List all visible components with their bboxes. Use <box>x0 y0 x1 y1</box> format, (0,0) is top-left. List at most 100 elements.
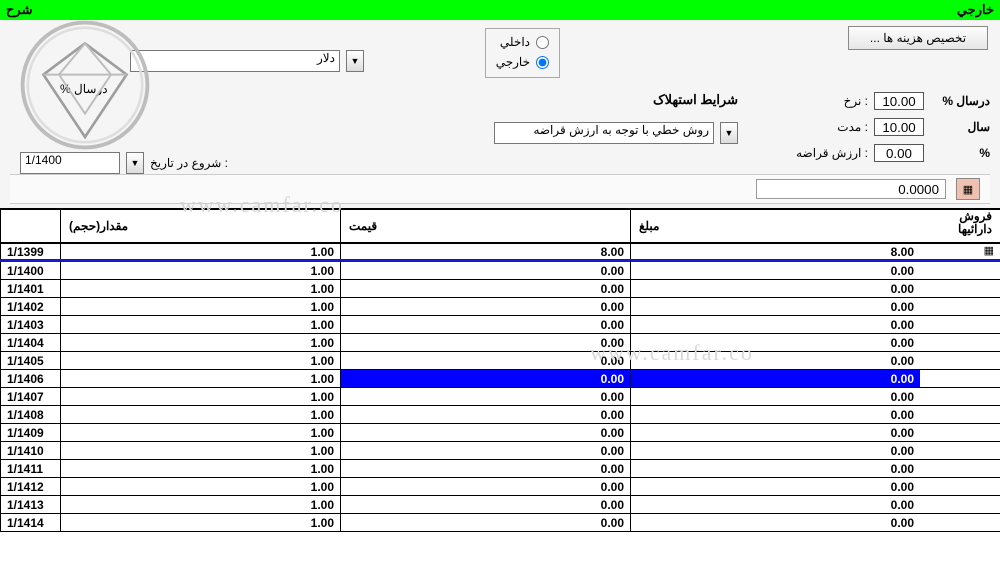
method-dropdown-btn[interactable]: ▼ <box>720 122 738 144</box>
cell[interactable]: 1/1406 <box>0 370 60 387</box>
side-cell[interactable] <box>920 352 1000 369</box>
cell[interactable]: 1/1404 <box>0 334 60 351</box>
cell[interactable]: 1.00 <box>60 424 340 441</box>
start-date-select[interactable]: 1/1400 <box>20 152 120 174</box>
cell[interactable]: 0.00 <box>340 316 630 333</box>
cell[interactable]: 0.00 <box>340 262 630 279</box>
side-cell[interactable] <box>920 406 1000 423</box>
cell[interactable]: 1.00 <box>60 478 340 495</box>
side-cell[interactable] <box>920 370 1000 387</box>
cell[interactable]: 1/1399 <box>0 244 60 259</box>
table-row[interactable]: 1/14141.000.000.00 <box>0 514 1000 532</box>
cell[interactable]: 0.00 <box>630 388 920 405</box>
cell[interactable]: 0.00 <box>340 352 630 369</box>
cell[interactable]: 0.00 <box>630 316 920 333</box>
cell[interactable]: 1.00 <box>60 442 340 459</box>
radio-domestic[interactable]: داخلي <box>496 35 549 49</box>
cell[interactable]: 1/1411 <box>0 460 60 477</box>
cell[interactable]: 1/1410 <box>0 442 60 459</box>
method-select[interactable]: روش خطي با توجه به ارزش قراضه <box>494 122 714 144</box>
rate-input[interactable] <box>874 92 924 110</box>
cell[interactable]: 0.00 <box>340 496 630 513</box>
cell[interactable]: 0.00 <box>630 424 920 441</box>
cell[interactable]: 0.00 <box>340 478 630 495</box>
table-row[interactable]: 1/14041.000.000.00 <box>0 334 1000 352</box>
cell[interactable]: 0.00 <box>340 406 630 423</box>
table-row[interactable]: 1/14071.000.000.00 <box>0 388 1000 406</box>
cell[interactable]: 0.00 <box>340 280 630 297</box>
cell[interactable]: 0.00 <box>630 352 920 369</box>
side-cell[interactable] <box>920 514 1000 531</box>
side-cell[interactable] <box>920 262 1000 279</box>
cell[interactable]: 1.00 <box>60 280 340 297</box>
value-display[interactable] <box>756 179 946 199</box>
cell[interactable]: 0.00 <box>340 514 630 531</box>
cell[interactable]: 1/1401 <box>0 280 60 297</box>
table-row[interactable]: 1/13991.008.008.00▦ <box>0 244 1000 262</box>
side-cell[interactable]: ▦ <box>920 244 1000 259</box>
cell[interactable]: 1/1403 <box>0 316 60 333</box>
cell[interactable]: 1.00 <box>60 496 340 513</box>
cell[interactable]: 1.00 <box>60 406 340 423</box>
table-row[interactable]: 1/14091.000.000.00 <box>0 424 1000 442</box>
side-cell[interactable] <box>920 460 1000 477</box>
table-row[interactable]: 1/14101.000.000.00 <box>0 442 1000 460</box>
cell[interactable]: 1/1412 <box>0 478 60 495</box>
side-cell[interactable] <box>920 388 1000 405</box>
cell[interactable]: 0.00 <box>630 514 920 531</box>
table-row[interactable]: 1/14051.000.000.00 <box>0 352 1000 370</box>
radio-domestic-input[interactable] <box>536 36 549 49</box>
cell[interactable]: 1.00 <box>60 352 340 369</box>
side-cell[interactable] <box>920 316 1000 333</box>
cell[interactable]: 1/1405 <box>0 352 60 369</box>
cell[interactable]: 1.00 <box>60 298 340 315</box>
cell[interactable]: 1.00 <box>60 460 340 477</box>
side-cell[interactable] <box>920 442 1000 459</box>
cell[interactable]: 0.00 <box>630 370 920 387</box>
cell[interactable]: 0.00 <box>340 442 630 459</box>
cell[interactable]: 0.00 <box>630 334 920 351</box>
cell[interactable]: 0.00 <box>630 262 920 279</box>
cell[interactable]: 1/1402 <box>0 298 60 315</box>
table-row[interactable]: 1/14001.000.000.00 <box>0 262 1000 280</box>
side-cell[interactable] <box>920 424 1000 441</box>
table-row[interactable]: 1/14121.000.000.00 <box>0 478 1000 496</box>
cell[interactable]: 1/1400 <box>0 262 60 279</box>
radio-foreign[interactable]: خارجي <box>496 55 549 69</box>
cell[interactable]: 1/1409 <box>0 424 60 441</box>
cell[interactable]: 1.00 <box>60 262 340 279</box>
table-row[interactable]: 1/14131.000.000.00 <box>0 496 1000 514</box>
cell[interactable]: 0.00 <box>340 334 630 351</box>
cell[interactable]: 0.00 <box>630 478 920 495</box>
side-cell[interactable] <box>920 280 1000 297</box>
years-input[interactable] <box>874 118 924 136</box>
cell[interactable]: 1/1414 <box>0 514 60 531</box>
calculator-icon[interactable]: ▦ <box>956 178 980 200</box>
cell[interactable]: 0.00 <box>630 298 920 315</box>
table-row[interactable]: 1/14021.000.000.00 <box>0 298 1000 316</box>
cell[interactable]: 0.00 <box>340 298 630 315</box>
cell[interactable]: 0.00 <box>630 406 920 423</box>
cell[interactable]: 1.00 <box>60 244 340 259</box>
cell[interactable]: 0.00 <box>630 280 920 297</box>
cell[interactable]: 0.00 <box>340 388 630 405</box>
cell[interactable]: 1/1407 <box>0 388 60 405</box>
cell[interactable]: 1.00 <box>60 514 340 531</box>
side-cell[interactable] <box>920 478 1000 495</box>
cell[interactable]: 8.00 <box>340 244 630 259</box>
cell[interactable]: 0.00 <box>340 460 630 477</box>
cell[interactable]: 1.00 <box>60 334 340 351</box>
cell[interactable]: 1.00 <box>60 316 340 333</box>
cell[interactable]: 1.00 <box>60 388 340 405</box>
cell[interactable]: 0.00 <box>630 442 920 459</box>
side-cell[interactable] <box>920 496 1000 513</box>
start-date-dropdown-btn[interactable]: ▼ <box>126 152 144 174</box>
cell[interactable]: 0.00 <box>340 424 630 441</box>
table-row[interactable]: 1/14111.000.000.00 <box>0 460 1000 478</box>
radio-foreign-input[interactable] <box>536 56 549 69</box>
side-cell[interactable] <box>920 334 1000 351</box>
cell[interactable]: 1/1408 <box>0 406 60 423</box>
table-row[interactable]: 1/14081.000.000.00 <box>0 406 1000 424</box>
currency-dropdown-btn[interactable]: ▼ <box>346 50 364 72</box>
table-row[interactable]: 1/14011.000.000.00 <box>0 280 1000 298</box>
